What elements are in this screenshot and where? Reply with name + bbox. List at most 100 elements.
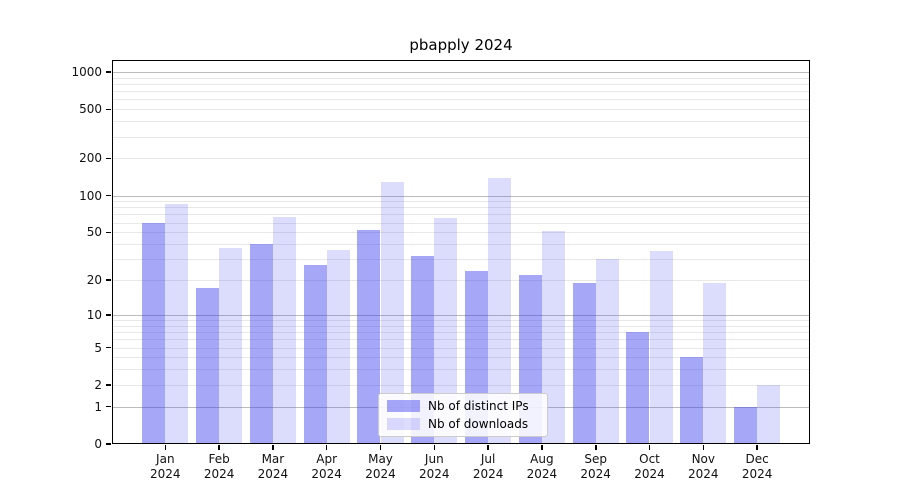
x-tick-sep [595, 445, 597, 450]
gridline-minor-60 [112, 222, 810, 224]
bar-ips-sep [572, 282, 596, 444]
x-tick-oct [648, 445, 651, 450]
y-tick-label-1000: 1000 [71, 64, 102, 79]
gridline-minor-700 [112, 91, 810, 93]
y-tick-label-20: 20 [86, 273, 102, 287]
y-tick-label-500: 500 [79, 102, 102, 117]
gridline-major-1000 [112, 71, 810, 73]
x-tick-dec [756, 445, 758, 450]
gridline-minor-90 [112, 201, 810, 203]
y-tick-label-2: 2 [94, 377, 102, 392]
y-tick-200 [106, 157, 111, 160]
bar-downloads-dec [757, 384, 781, 444]
x-tick-label-feb: Feb 2024 [203, 452, 235, 481]
bar-ips-dec [733, 406, 758, 444]
x-tick-aug [541, 445, 543, 450]
legend-swatch-distinct-ips [387, 400, 420, 412]
x-tick-label-sep: Sep 2024 [580, 452, 611, 481]
bar-downloads-sep [595, 259, 619, 444]
x-tick-label-jan: Jan 2024 [150, 452, 181, 481]
y-tick-10 [106, 314, 111, 316]
gridline-major-10 [112, 314, 810, 316]
bar-downloads-nov [703, 282, 727, 444]
gridline-minor-7 [112, 332, 810, 333]
y-tick-1 [106, 405, 111, 408]
x-tick-label-dec: Dec 2024 [741, 452, 773, 481]
x-tick-apr [325, 445, 328, 450]
gridline-minor-900 [112, 77, 810, 79]
y-tick-0 [106, 443, 111, 445]
x-tick-jun [433, 445, 436, 450]
y-tick-label-5: 5 [94, 340, 102, 355]
bar-downloads-jun [434, 218, 458, 444]
gridline-minor-5 [112, 347, 810, 349]
y-tick-label-1: 1 [94, 399, 102, 414]
gridline-minor-500 [112, 109, 810, 111]
y-tick-1000 [106, 71, 111, 73]
x-tick-label-aug: Aug 2024 [526, 452, 558, 481]
chart-title: pbapply 2024 [409, 36, 513, 54]
bar-downloads-apr [326, 249, 350, 444]
y-tick-100 [106, 194, 111, 197]
y-tick-5 [106, 346, 111, 349]
gridline-minor-70 [112, 214, 810, 216]
bar-downloads-oct [649, 251, 673, 444]
y-tick-label-50: 50 [86, 225, 102, 240]
gridline-minor-20 [112, 280, 810, 281]
bar-ips-oct [626, 332, 650, 444]
x-tick-label-jul: Jul 2024 [472, 452, 504, 481]
gridline-minor-6 [112, 339, 810, 341]
x-tick-label-oct: Oct 2024 [634, 452, 665, 481]
bar-downloads-feb [219, 248, 243, 444]
gridline-minor-2 [112, 384, 810, 386]
x-tick-label-jun: Jun 2024 [419, 452, 450, 481]
gridline-minor-600 [112, 99, 810, 101]
gridline-minor-8 [112, 325, 810, 327]
gridline-major-100 [112, 195, 810, 197]
bar-downloads-jan [165, 204, 189, 444]
gridline-minor-30 [112, 259, 810, 261]
y-tick-label-0: 0 [94, 437, 102, 451]
x-tick-label-may: May 2024 [365, 452, 396, 481]
bar-downloads-may [380, 181, 404, 444]
bar-ips-mar [249, 244, 273, 444]
bar-downloads-mar [272, 216, 297, 444]
gridline-minor-3 [112, 369, 810, 371]
x-tick-label-nov: Nov 2024 [688, 452, 719, 481]
bar-ips-apr [303, 264, 327, 444]
gridline-minor-300 [112, 136, 810, 138]
legend-label-downloads: Nb of downloads [428, 417, 529, 431]
gridline-minor-400 [112, 121, 810, 123]
legend-item-downloads: Nb of downloads [387, 417, 539, 431]
bar-ips-jan [142, 222, 166, 444]
x-tick-jul [487, 445, 489, 450]
x-tick-may [379, 445, 382, 450]
legend-item-distinct-ips: Nb of distinct IPs [387, 399, 539, 413]
y-tick-50 [106, 231, 111, 233]
x-tick-label-mar: Mar 2024 [257, 452, 289, 481]
bar-downloads-aug [541, 231, 566, 444]
gridline-minor-40 [112, 244, 810, 245]
x-tick-mar [272, 445, 274, 450]
gridline-minor-200 [112, 158, 810, 160]
x-tick-jan [164, 445, 167, 450]
bar-downloads-jul [488, 177, 512, 444]
x-tick-label-apr: Apr 2024 [311, 452, 342, 481]
bar-ips-nov [680, 357, 704, 444]
legend-swatch-downloads [387, 418, 420, 430]
y-tick-label-10: 10 [86, 307, 102, 322]
bar-ips-feb [195, 288, 220, 444]
y-tick-label-200: 200 [79, 151, 102, 166]
gridline-minor-4 [112, 357, 810, 359]
gridline-minor-50 [112, 232, 810, 234]
y-tick-2 [106, 384, 111, 386]
x-tick-feb [218, 445, 220, 450]
gridline-minor-800 [112, 84, 810, 85]
bar-ips-may [357, 230, 381, 444]
legend-label-distinct-ips: Nb of distinct IPs [428, 399, 529, 413]
y-tick-20 [106, 279, 111, 281]
x-tick-nov [702, 445, 704, 450]
gridline-minor-9 [112, 320, 810, 321]
y-tick-label-100: 100 [79, 188, 102, 203]
